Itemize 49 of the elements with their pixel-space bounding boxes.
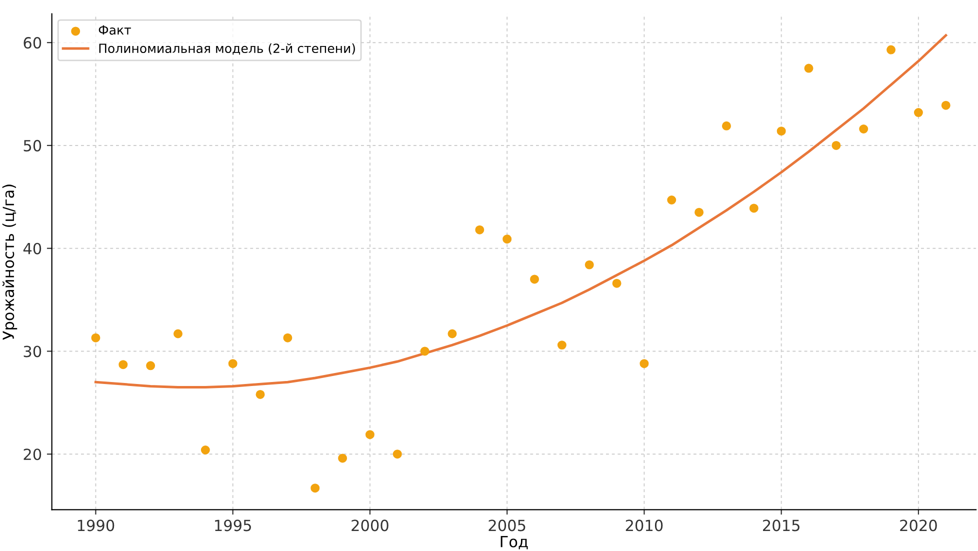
point (832, 140, 841, 150)
x-tick-label: 2005 (488, 520, 526, 532)
point (640, 359, 649, 368)
point (694, 208, 704, 217)
point (612, 278, 622, 288)
y-tick-label: 20 (24, 448, 42, 460)
point (228, 359, 238, 368)
point (584, 260, 594, 270)
legend-label: Факт (98, 25, 131, 35)
point (722, 121, 731, 130)
x-axis-title: Год (500, 536, 528, 550)
point (804, 64, 814, 73)
point (392, 450, 402, 459)
x-tick-label: 2000 (352, 520, 388, 532)
x-tick-label: 2020 (900, 520, 937, 532)
point (667, 195, 676, 204)
y-axis-title: Урожайность (ц/га) (2, 184, 18, 340)
point (91, 333, 100, 342)
point (173, 329, 182, 338)
point (859, 124, 868, 134)
point (530, 274, 540, 284)
point (256, 390, 265, 399)
point (200, 446, 210, 454)
line-series (94, 34, 948, 388)
point (146, 361, 156, 370)
legend-label: Полиномиальная модель (2-й степени) (99, 43, 355, 55)
point (914, 108, 923, 118)
point (776, 126, 786, 136)
point (365, 430, 374, 440)
point (941, 100, 950, 110)
y-tick-label: 60 (24, 37, 42, 49)
point (283, 333, 292, 342)
point (475, 225, 484, 234)
x-tick-label: 1990 (78, 520, 114, 532)
point (420, 346, 430, 356)
y-tick-label: 50 (24, 140, 42, 152)
point (749, 204, 758, 213)
y-tick-label: 40 (23, 242, 42, 254)
point (338, 454, 348, 463)
x-tick-label: 1995 (215, 520, 251, 532)
point (557, 340, 566, 350)
point (310, 484, 320, 493)
point (118, 360, 128, 370)
y-tick-label: 30 (24, 346, 42, 358)
x-tick-label: 2015 (763, 520, 800, 532)
point (448, 329, 457, 338)
x-tick-label: 2010 (626, 520, 663, 532)
point (502, 234, 512, 244)
point (886, 45, 896, 54)
